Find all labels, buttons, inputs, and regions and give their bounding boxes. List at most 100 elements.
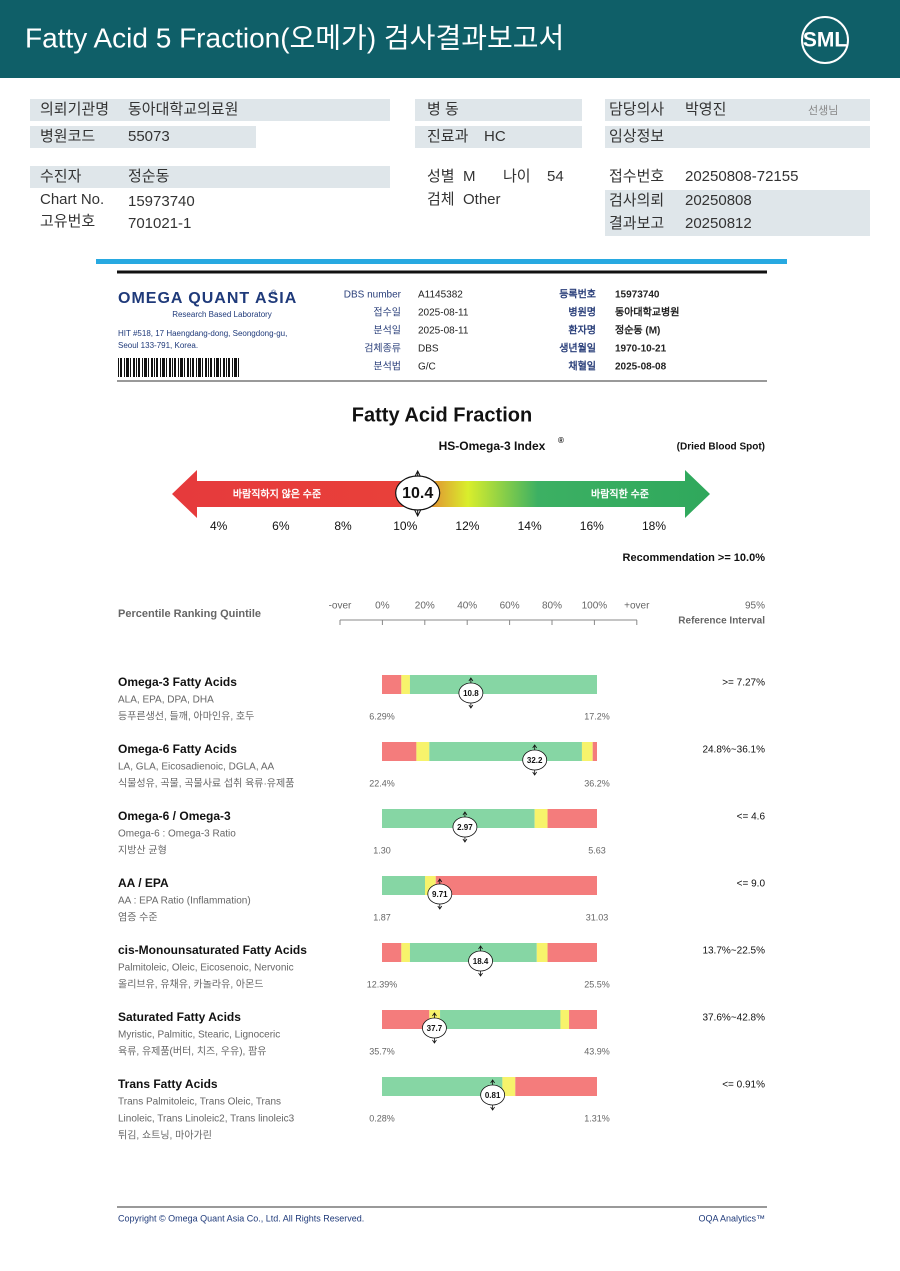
segment <box>425 876 436 895</box>
bar-stripe <box>126 358 129 377</box>
min-label: 22.4% <box>369 778 395 788</box>
row-desc: 식물성유, 곡물, 곡물사료 섭취 육류·유제품 <box>118 778 294 790</box>
segment <box>382 876 425 895</box>
bar-stripe <box>228 358 230 377</box>
gauge: 4% 6% 8% 10% 12% 14% 16% 18% 10.4 <box>210 469 666 533</box>
bar-stripe <box>205 358 207 377</box>
bar-stripe <box>187 358 189 377</box>
field-label: 접수일 <box>373 307 401 319</box>
segment <box>440 1010 561 1029</box>
value-marker <box>422 1017 447 1039</box>
header-bar <box>0 0 900 78</box>
segment <box>502 1077 516 1096</box>
bar-stripe <box>172 358 173 377</box>
logo: SML <box>803 29 848 52</box>
bar-stripe <box>234 358 237 377</box>
bar-stripe <box>192 358 194 377</box>
min-label: 1.30 <box>373 845 391 855</box>
bar-stripe <box>238 358 239 377</box>
segment <box>534 809 548 828</box>
segment <box>536 943 548 962</box>
segment <box>560 1010 570 1029</box>
reference: 24.8%~36.1% <box>702 745 765 756</box>
ref-title: 95% <box>745 601 765 612</box>
value-label: 9.71 <box>432 890 448 899</box>
percentile-ticks: -over 0% 20% 40% 60% 80% 100% +over <box>329 601 650 625</box>
segment <box>409 943 537 962</box>
segment <box>409 675 597 694</box>
value-marker <box>395 475 441 511</box>
percentile-tick: +over <box>624 601 650 612</box>
bar-stripe <box>148 358 149 377</box>
field-label: 환자명 <box>568 324 596 337</box>
bar-stripe <box>120 358 122 377</box>
value: 701021-1 <box>128 215 191 232</box>
label: 수진자 <box>40 168 82 185</box>
info: 의뢰기관명 동아대학교의료원 병 동 담당의사 박영진 선생님 병원코드 550… <box>40 101 838 232</box>
segment <box>515 1077 597 1096</box>
min-label: 0.28% <box>369 1113 395 1123</box>
percentile-tick: 20% <box>415 601 435 612</box>
percentile-tick: 100% <box>582 601 608 612</box>
percentile-tick: 40% <box>457 601 477 612</box>
subtitle-mark: ® <box>558 436 564 445</box>
field-label: 분석일 <box>373 325 401 337</box>
bar-stripe <box>226 358 227 377</box>
reference: 13.7%~22.5% <box>702 946 765 957</box>
chart-subtitle: HS-Omega-3 Index <box>439 439 546 453</box>
bar-stripe <box>202 358 203 377</box>
bar-stripe <box>136 358 137 377</box>
bar-stripe <box>180 358 183 377</box>
bar-stripe <box>184 358 185 377</box>
segment <box>382 675 402 694</box>
segment <box>581 742 593 761</box>
row-name: Omega-6 / Omega-3 <box>118 809 231 823</box>
bar-stripe <box>174 358 176 377</box>
bar-stripe <box>223 358 225 377</box>
bar-stripe <box>214 358 215 377</box>
x-tick-label: 8% <box>334 519 352 533</box>
segment <box>592 742 597 761</box>
lab-reg: ® <box>271 289 277 297</box>
value-label: 18.4 <box>473 957 489 966</box>
row-name: Saturated Fatty Acids <box>118 1010 241 1024</box>
field-label: 병원명 <box>568 306 596 319</box>
row-name: Omega-6 Fatty Acids <box>118 742 237 756</box>
percentile-tick: 60% <box>500 601 520 612</box>
value: 20250812 <box>685 215 752 232</box>
bar-stripe <box>156 358 158 377</box>
row-sub: AA : EPA Ratio (Inflammation) <box>118 896 251 907</box>
bar-stripe <box>216 358 219 377</box>
lab-address: Seoul 133-791, Korea. <box>118 341 198 350</box>
chart-title: Fatty Acid Fraction <box>352 404 532 426</box>
label: 고유번호 <box>40 213 95 230</box>
bar-stripe <box>198 358 201 377</box>
x-tick-label: 10% <box>393 519 417 533</box>
row-sub: Omega-6 : Omega-3 Ratio <box>118 829 236 840</box>
bar-stripe <box>142 358 143 377</box>
chart-note: (Dried Blood Spot) <box>677 442 765 453</box>
value-marker <box>452 816 478 838</box>
row-name: Omega-3 Fatty Acids <box>118 675 237 689</box>
suffix: 선생님 <box>808 104 838 117</box>
segment <box>569 1010 597 1029</box>
field-value: G/C <box>418 362 436 373</box>
field-value: A1145382 <box>418 290 463 301</box>
field-label: 채혈일 <box>568 360 596 373</box>
value-marker <box>522 749 548 771</box>
bar-stripe <box>208 358 209 377</box>
segment <box>435 876 597 895</box>
bar-stripe <box>124 358 125 377</box>
percentile-tick: 0% <box>375 601 390 612</box>
value: 정순동 <box>128 168 170 185</box>
value: 54 <box>547 168 564 185</box>
label: 검체 <box>427 191 455 208</box>
field-label: 등록번호 <box>559 288 596 301</box>
row-sub: LA, GLA, Eicosadienoic, DGLA, AA <box>118 762 275 773</box>
x-tick-label: 14% <box>518 519 542 533</box>
value: 20250808 <box>685 192 752 209</box>
row-desc: 육류, 유제품(버터, 치즈, 우유), 팜유 <box>118 1046 267 1058</box>
bar-stripe <box>130 358 131 377</box>
marker-arrow <box>532 744 538 776</box>
row-sub: Trans Palmitoleic, Trans Oleic, Trans <box>118 1097 281 1108</box>
